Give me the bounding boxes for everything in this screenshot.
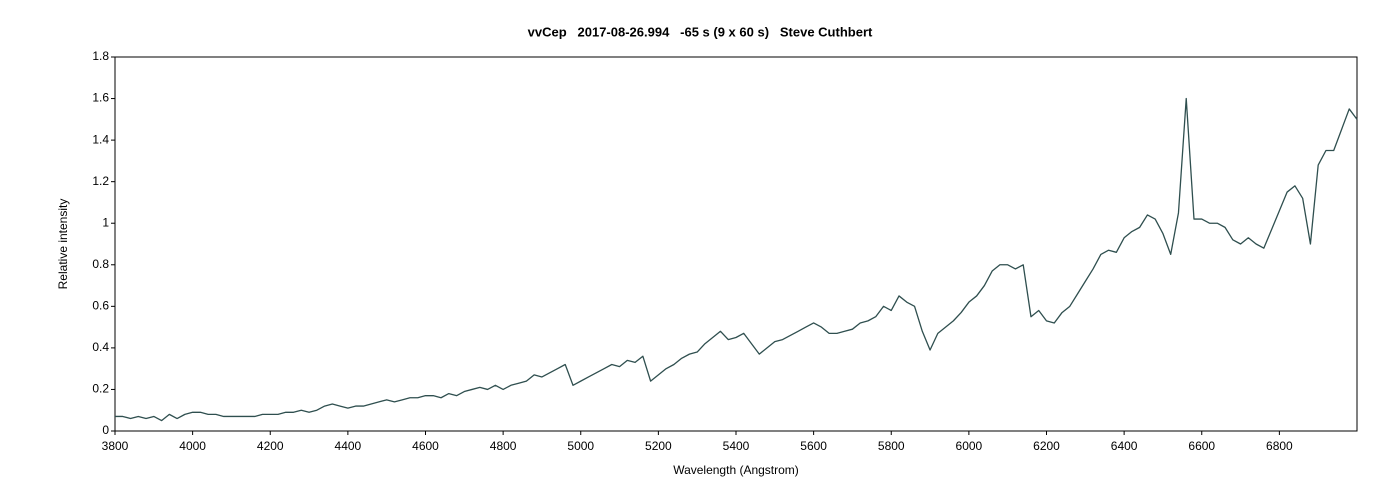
x-tick-label: 5200 xyxy=(645,439,672,453)
x-tick-label: 5600 xyxy=(800,439,827,453)
x-tick-label: 6200 xyxy=(1033,439,1060,453)
y-tick-label: 0.6 xyxy=(92,299,109,313)
x-tick-label: 4600 xyxy=(412,439,439,453)
x-tick-label: 5400 xyxy=(723,439,750,453)
y-tick-label: 1.4 xyxy=(92,132,109,146)
y-tick-label: 1.8 xyxy=(92,49,109,63)
spectrum-line xyxy=(115,97,1358,422)
x-tick-label: 6000 xyxy=(956,439,983,453)
y-tick-label: 1.6 xyxy=(92,91,109,105)
x-axis-label: Wavelength (Angstrom) xyxy=(673,463,799,477)
x-tick-label: 6800 xyxy=(1266,439,1293,453)
y-tick-label: 0 xyxy=(102,423,109,437)
x-tick-label: 6600 xyxy=(1188,439,1215,453)
x-tick-label: 3800 xyxy=(102,439,129,453)
y-tick-label: 0.4 xyxy=(92,340,109,354)
y-tick-label: 0.8 xyxy=(92,257,109,271)
x-tick-label: 5000 xyxy=(567,439,594,453)
x-tick-label: 4000 xyxy=(179,439,206,453)
x-tick-label: 5800 xyxy=(878,439,905,453)
y-tick-label: 1.2 xyxy=(92,174,109,188)
y-tick-label: 0.2 xyxy=(92,382,109,396)
x-tick-label: 4800 xyxy=(490,439,517,453)
x-tick-label: 4200 xyxy=(257,439,284,453)
chart-title: vvCep 2017-08-26.994 -65 s (9 x 60 s) St… xyxy=(528,24,873,39)
x-tick-label: 4400 xyxy=(335,439,362,453)
y-tick-label: 1 xyxy=(102,215,109,229)
y-axis-label: Relative intensity xyxy=(56,199,70,290)
x-tick-label: 6400 xyxy=(1111,439,1138,453)
